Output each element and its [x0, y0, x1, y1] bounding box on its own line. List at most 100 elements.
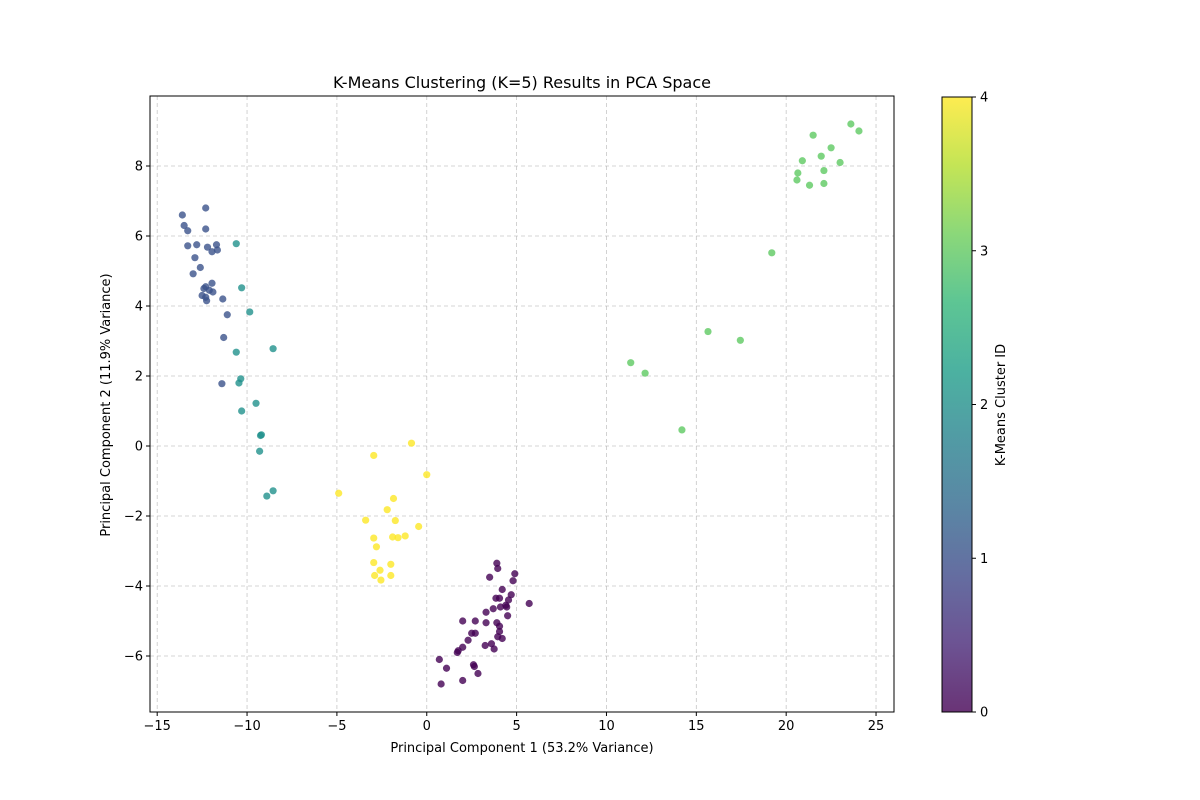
y-tick-label: 6	[135, 230, 143, 245]
cluster-0-point	[470, 662, 478, 671]
cluster-0-point	[490, 645, 498, 653]
cluster-2-point	[232, 240, 240, 248]
cluster-3-point	[794, 169, 802, 177]
cluster-4-point	[370, 534, 378, 542]
y-tick-label: 2	[135, 370, 143, 385]
cluster-0-point	[474, 669, 482, 678]
cluster-4-point	[335, 489, 343, 497]
colorbar-tick-label: 4	[980, 91, 988, 106]
y-tick-label: 0	[135, 440, 143, 455]
cluster-1-point	[184, 242, 192, 250]
colorbar: 0 1 2 3 4	[941, 91, 988, 721]
colorbar-gradient	[941, 96, 973, 713]
cluster-1-point	[203, 297, 211, 305]
cluster-1-point	[184, 227, 192, 235]
cluster-0-point	[453, 648, 461, 657]
cluster-3-point	[798, 157, 806, 165]
cluster-3-point	[817, 152, 825, 160]
cluster-0-point	[495, 622, 504, 630]
cluster-0-point	[489, 605, 497, 613]
cluster-0-point	[504, 612, 512, 620]
cluster-4-point	[407, 439, 416, 447]
cluster-1-point	[202, 204, 210, 212]
cluster-4-point	[377, 576, 385, 584]
cluster-4-point	[371, 571, 379, 580]
cluster-0-point	[435, 655, 443, 664]
cluster-4-point	[370, 451, 378, 460]
x-tick-label: 0	[423, 719, 431, 734]
cluster-4-point	[391, 516, 399, 525]
cluster-4-point	[362, 516, 370, 524]
y-tick-label: −4	[124, 580, 143, 595]
cluster-0-point	[471, 629, 479, 637]
colorbar-tick-label: 1	[980, 552, 988, 567]
cluster-2-point	[232, 348, 240, 356]
cluster-2-point	[269, 487, 277, 495]
y-tick-label: 4	[135, 300, 143, 315]
cluster-0-point	[459, 676, 467, 685]
cluster-1-point	[213, 246, 221, 254]
cluster-1-point	[209, 288, 217, 296]
x-tick-label: 5	[512, 719, 520, 734]
y-tick-label: 8	[135, 160, 143, 175]
cluster-1-point	[219, 295, 227, 303]
x-tick-label: −10	[233, 719, 260, 734]
cluster-0-point	[509, 577, 517, 585]
cluster-3-point	[768, 249, 776, 257]
cluster-3-point	[847, 120, 855, 128]
cluster-0-point	[498, 585, 506, 594]
cluster-1-point	[208, 279, 216, 287]
cluster-0-point	[464, 636, 472, 644]
cluster-2-point	[269, 345, 277, 353]
cluster-0-point	[511, 570, 519, 578]
grid-lines	[150, 96, 894, 712]
cluster-3-point	[641, 369, 649, 377]
cluster-3-point	[704, 327, 712, 336]
cluster-4-point	[415, 522, 423, 531]
cluster-2-point	[252, 399, 260, 407]
cluster-0-point	[442, 664, 451, 672]
cluster-4-point	[372, 543, 381, 551]
x-tick-label: −5	[327, 719, 346, 734]
cluster-3-point	[820, 179, 828, 188]
x-axis-title: Principal Component 1 (53.2% Variance)	[390, 741, 653, 756]
y-axis-title: Principal Component 2 (11.9% Variance)	[99, 273, 114, 536]
cluster-2-point	[238, 284, 246, 292]
colorbar-tick-label: 2	[980, 398, 988, 413]
plot-frame	[149, 95, 895, 713]
cluster-2-point	[238, 407, 246, 415]
cluster-2-point	[257, 431, 266, 439]
cluster-2-point	[256, 447, 264, 455]
cluster-0-point	[495, 594, 504, 602]
cluster-0-point	[481, 641, 489, 650]
cluster-4-point	[401, 532, 409, 540]
cluster-3-point	[827, 144, 835, 152]
colorbar-tick-label: 3	[980, 244, 988, 259]
colorbar-tick-label: 0	[980, 706, 988, 721]
y-tick-label: −2	[124, 510, 143, 525]
cluster-1-point	[191, 254, 199, 262]
cluster-4-point	[389, 533, 397, 541]
x-tick-label: 20	[778, 719, 795, 734]
chart-title: K-Means Clustering (K=5) Results in PCA …	[333, 73, 711, 92]
cluster-0-point	[525, 599, 533, 608]
cluster-1-point	[178, 211, 186, 219]
cluster-3-point	[627, 359, 635, 367]
cluster-1-point	[218, 380, 226, 388]
x-tick-label: −15	[143, 719, 170, 734]
cluster-0-point	[486, 573, 494, 581]
cluster-3-point	[736, 336, 744, 344]
cluster-4-point	[389, 494, 398, 503]
colorbar-title: K-Means Cluster ID	[994, 344, 1009, 466]
cluster-0-point	[471, 617, 479, 625]
cluster-3-point	[836, 158, 844, 167]
cluster-3-point	[855, 127, 863, 135]
cluster-1-point	[196, 263, 204, 272]
cluster-4-point	[394, 534, 402, 542]
x-tick-label: 25	[868, 719, 885, 734]
cluster-4-point	[370, 558, 378, 567]
cluster-4-point	[376, 566, 384, 574]
cluster-2-point	[235, 379, 243, 387]
cluster-3-point	[820, 166, 828, 175]
cluster-3-point	[793, 176, 801, 184]
